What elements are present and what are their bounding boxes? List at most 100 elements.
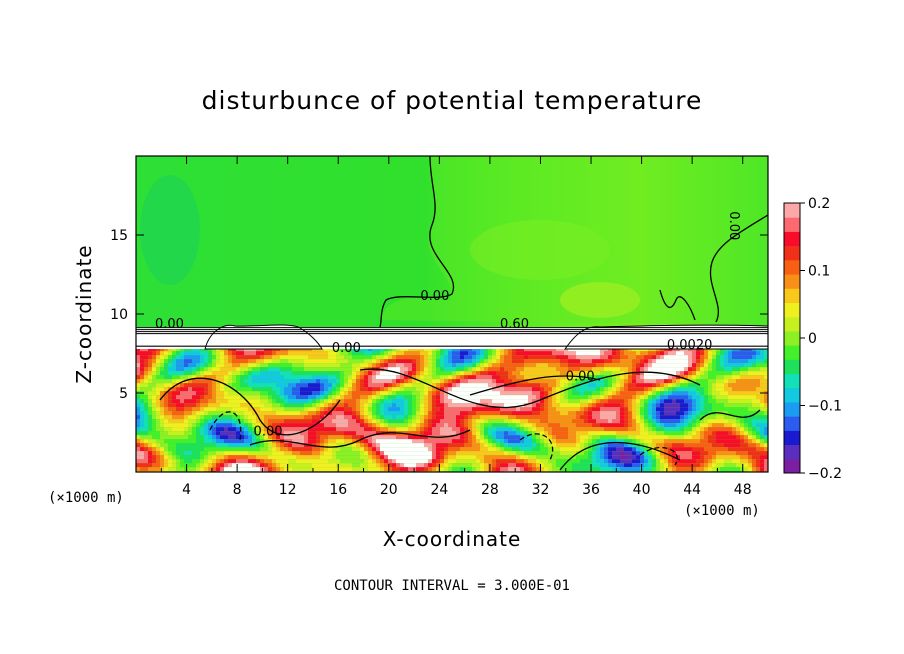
field-cell — [340, 355, 344, 360]
field-cell — [368, 419, 372, 424]
field-cell — [336, 379, 340, 384]
field-cell — [576, 443, 580, 448]
field-cell — [396, 423, 400, 428]
field-cell — [440, 415, 444, 420]
field-cell — [284, 447, 288, 452]
field-cell — [712, 467, 716, 472]
field-cell — [268, 403, 272, 408]
field-cell — [172, 451, 176, 456]
field-cell — [692, 459, 696, 464]
field-cell — [384, 435, 388, 440]
field-cell — [280, 459, 284, 464]
field-cell — [348, 415, 352, 420]
field-cell — [256, 387, 260, 392]
field-cell — [528, 363, 532, 368]
field-cell — [296, 383, 300, 388]
field-cell — [332, 363, 336, 368]
field-cell — [272, 387, 276, 392]
field-cell — [488, 395, 492, 400]
field-cell — [272, 443, 276, 448]
field-cell — [644, 459, 648, 464]
field-cell — [276, 455, 280, 460]
field-cell — [148, 347, 152, 352]
field-cell — [624, 447, 628, 452]
field-cell — [220, 403, 224, 408]
field-cell — [504, 427, 508, 432]
field-cell — [624, 351, 628, 356]
field-cell — [444, 451, 448, 456]
field-cell — [288, 395, 292, 400]
field-cell — [492, 391, 496, 396]
field-cell — [408, 423, 412, 428]
field-cell — [564, 375, 568, 380]
field-cell — [268, 419, 272, 424]
field-cell — [296, 423, 300, 428]
field-cell — [244, 423, 248, 428]
field-cell — [340, 395, 344, 400]
field-cell — [376, 379, 380, 384]
field-cell — [152, 403, 156, 408]
field-cell — [256, 399, 260, 404]
field-cell — [496, 447, 500, 452]
field-cell — [560, 427, 564, 432]
field-cell — [716, 367, 720, 372]
field-cell — [448, 355, 452, 360]
field-cell — [628, 407, 632, 412]
field-cell — [648, 387, 652, 392]
field-cell — [468, 423, 472, 428]
field-cell — [436, 407, 440, 412]
field-cell — [348, 387, 352, 392]
field-cell — [552, 403, 556, 408]
field-cell — [544, 399, 548, 404]
field-cell — [704, 411, 708, 416]
field-cell — [340, 407, 344, 412]
field-cell — [428, 347, 432, 352]
field-cell — [564, 419, 568, 424]
field-cell — [468, 355, 472, 360]
field-cell — [224, 391, 228, 396]
field-cell — [152, 375, 156, 380]
field-cell — [488, 347, 492, 352]
field-cell — [648, 435, 652, 440]
field-cell — [764, 463, 768, 468]
field-cell — [200, 455, 204, 460]
field-cell — [648, 379, 652, 384]
field-cell — [312, 387, 316, 392]
field-cell — [564, 447, 568, 452]
field-cell — [460, 427, 464, 432]
field-cell — [672, 431, 676, 436]
field-cell — [480, 407, 484, 412]
field-cell — [372, 467, 376, 472]
field-cell — [148, 391, 152, 396]
field-cell — [464, 379, 468, 384]
field-cell — [336, 431, 340, 436]
field-cell — [252, 419, 256, 424]
field-cell — [356, 359, 360, 364]
field-cell — [644, 383, 648, 388]
field-cell — [300, 367, 304, 372]
field-cell — [680, 399, 684, 404]
field-cell — [188, 367, 192, 372]
field-cell — [444, 375, 448, 380]
field-cell — [292, 455, 296, 460]
field-cell — [596, 447, 600, 452]
field-cell — [196, 391, 200, 396]
field-cell — [604, 387, 608, 392]
field-cell — [576, 351, 580, 356]
field-cell — [676, 447, 680, 452]
field-cell — [180, 443, 184, 448]
field-cell — [672, 447, 676, 452]
field-cell — [432, 431, 436, 436]
field-cell — [352, 419, 356, 424]
field-cell — [504, 367, 508, 372]
field-cell — [708, 395, 712, 400]
field-cell — [548, 395, 552, 400]
field-cell — [300, 459, 304, 464]
field-cell — [664, 371, 668, 376]
field-cell — [408, 407, 412, 412]
field-cell — [548, 467, 552, 472]
field-cell — [432, 399, 436, 404]
field-cell — [172, 431, 176, 436]
field-cell — [300, 455, 304, 460]
field-cell — [428, 371, 432, 376]
